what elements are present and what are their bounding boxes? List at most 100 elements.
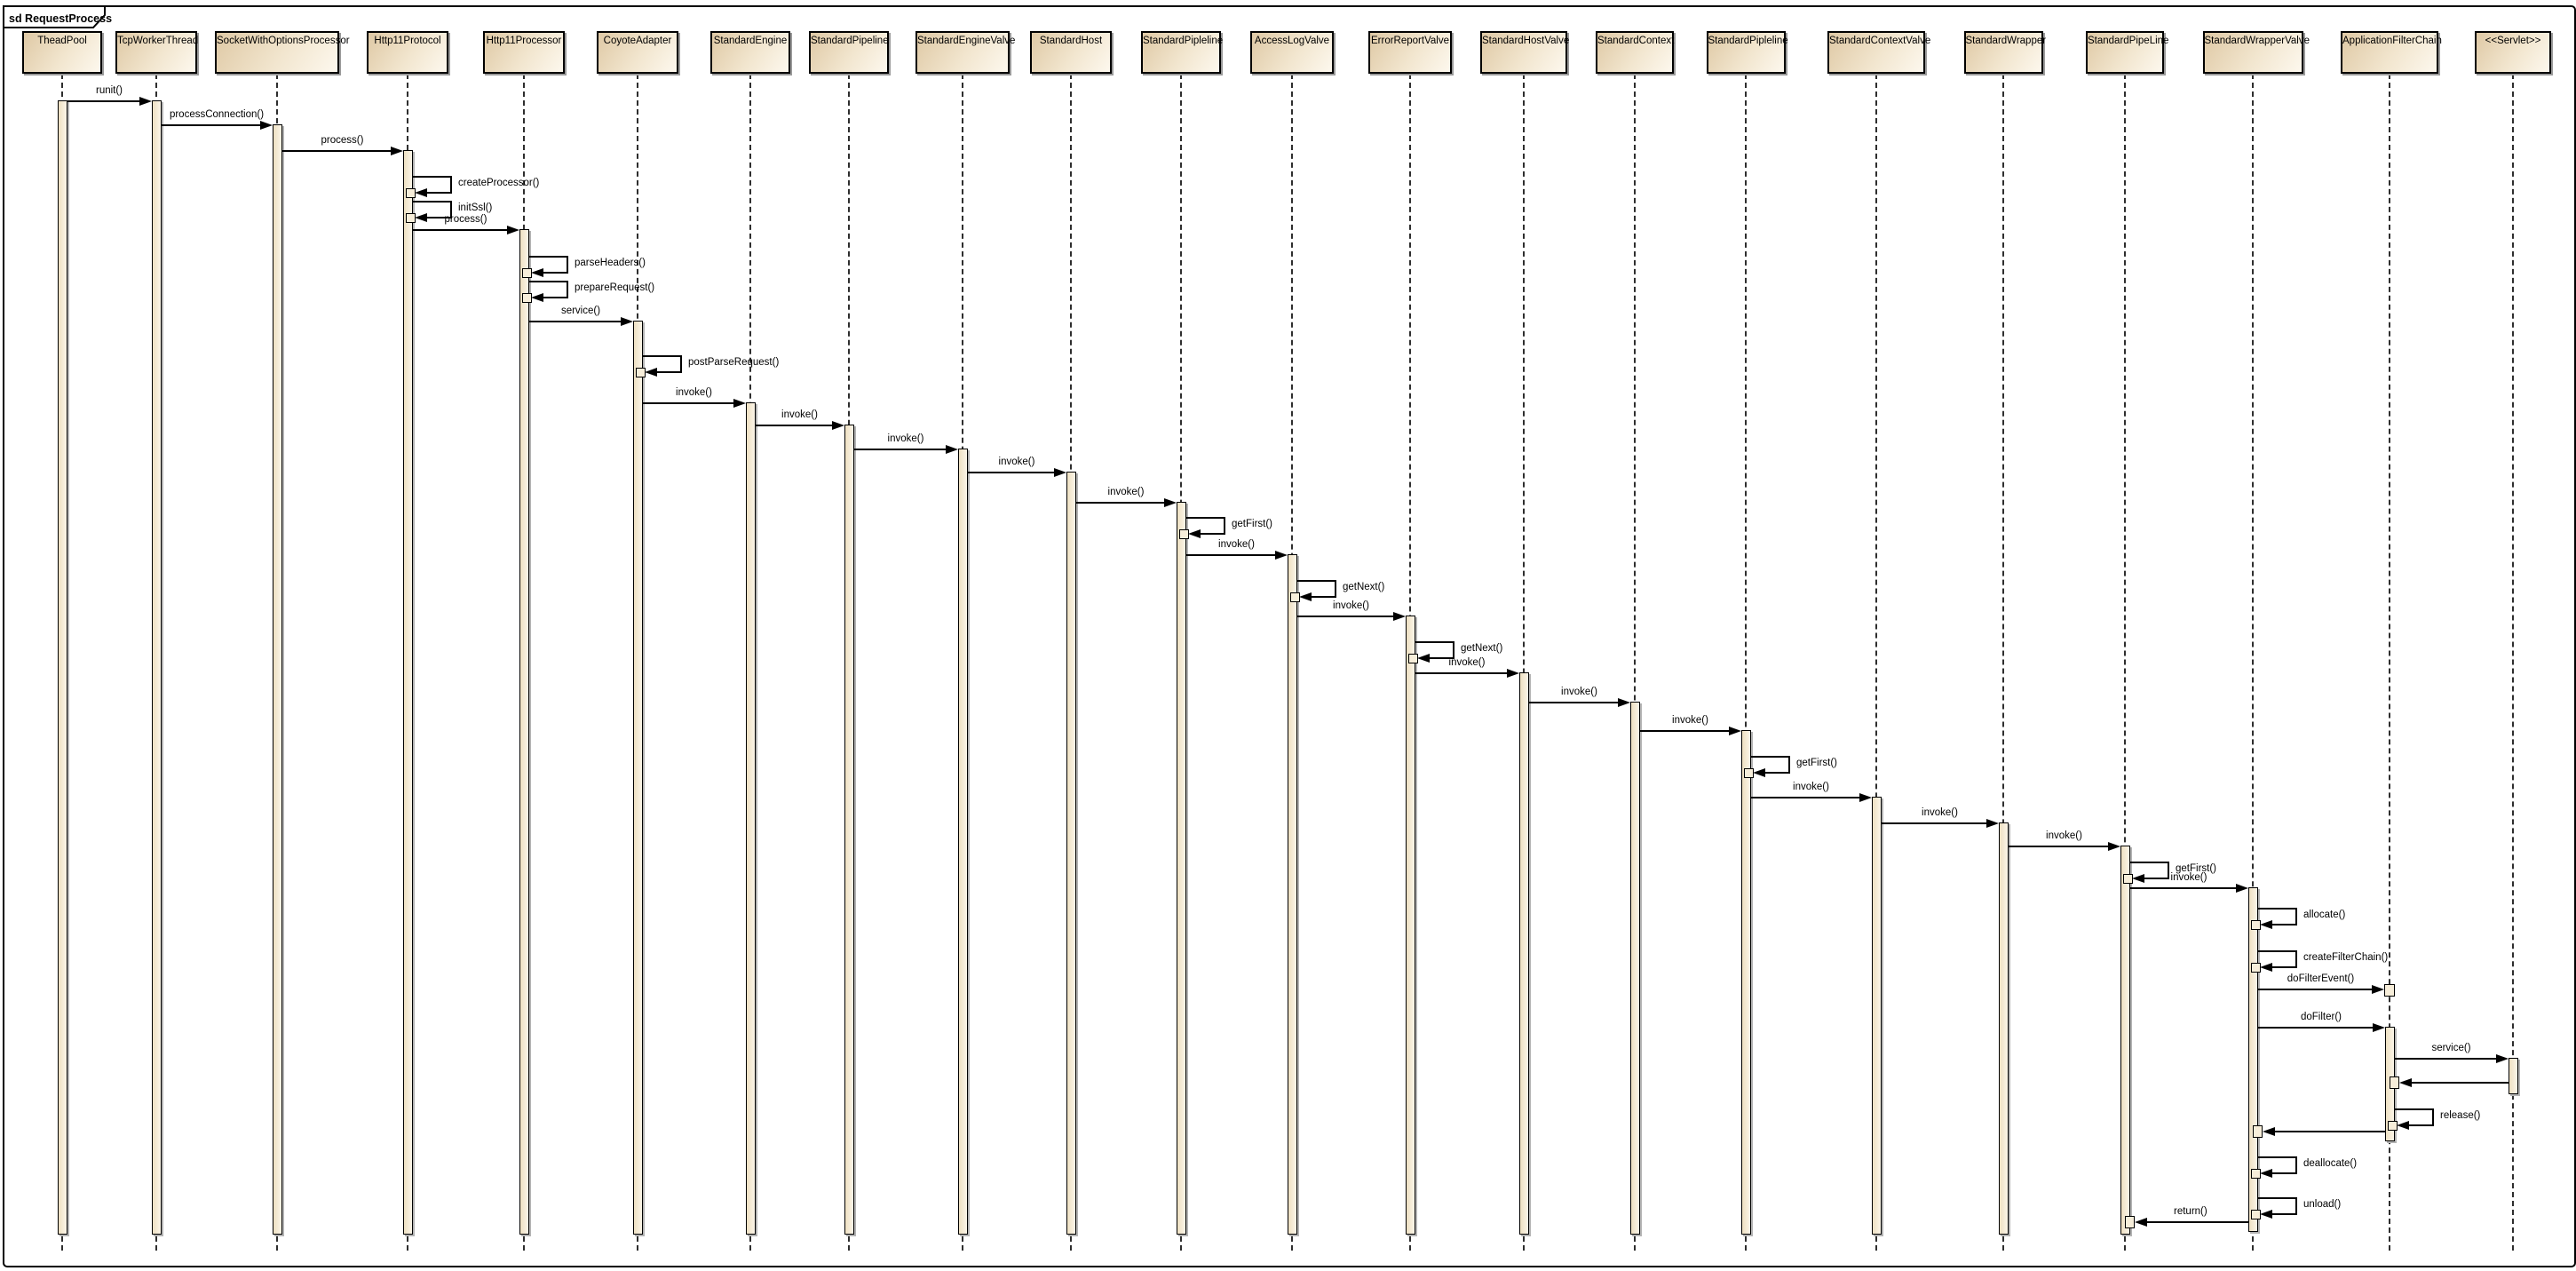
activation-bar [1630, 702, 1640, 1235]
message-label: process() [321, 135, 364, 146]
lifeline-head: Http11Protocol [367, 31, 448, 74]
message-arrowhead-icon [2397, 1121, 2409, 1130]
message-label: invoke() [1333, 600, 1369, 611]
lifeline-head: CoyoteAdapter [597, 31, 678, 74]
lifeline-dash [1523, 74, 1525, 1251]
message-label: allocate() [2303, 910, 2346, 920]
lifeline-head: StandardContextValve [1827, 31, 1930, 74]
nested-activation-box [2384, 984, 2395, 997]
message-label: prepareRequest() [575, 282, 655, 293]
message-label: invoke() [1218, 539, 1255, 550]
lifeline-head: TheadPool [22, 31, 102, 74]
message-line [1528, 702, 1620, 703]
message-line [1750, 797, 1861, 798]
activation-bar [273, 124, 282, 1235]
message-label: getFirst() [1796, 758, 1837, 768]
self-loop-segment [656, 371, 682, 373]
message-line [1415, 672, 1509, 674]
message-label: runit() [95, 85, 123, 96]
self-loop-segment [1750, 756, 1790, 758]
message-label: processConnection() [169, 109, 265, 120]
lifeline-dash [2512, 74, 2514, 1251]
nested-activation-box [2388, 1121, 2398, 1131]
message-label: doFilterEvent() [2287, 973, 2355, 984]
message-arrowhead-icon [1188, 529, 1201, 538]
activation-bar [403, 150, 413, 1235]
self-loop-segment [1224, 517, 1225, 535]
nested-activation-box [522, 268, 532, 278]
self-loop-segment [567, 256, 568, 274]
message-label: unload() [2303, 1199, 2342, 1210]
self-loop-segment [2168, 862, 2169, 879]
activation-bar [746, 402, 756, 1235]
message-arrowhead-icon [531, 268, 543, 277]
lifeline-head: StandardPipleline [1141, 31, 1223, 74]
message-label: postParseRequest() [688, 357, 780, 368]
nested-activation-box [1744, 768, 1754, 778]
self-loop-segment [1415, 641, 1454, 643]
lifeline-dash [1634, 74, 1636, 1251]
activation-bar [58, 100, 67, 1235]
nested-activation-box [636, 368, 646, 377]
self-loop-segment [2394, 1108, 2434, 1110]
activation-bar [1741, 730, 1751, 1235]
activation-bar [1177, 502, 1186, 1235]
message-arrowhead-icon [415, 213, 427, 222]
self-loop-segment [2257, 950, 2297, 952]
message-label: initSsl() [458, 203, 493, 213]
activation-bar [519, 229, 529, 1235]
message-label: parseHeaders() [575, 258, 646, 268]
self-loop-segment [2295, 908, 2297, 925]
frame-title-tab: sd RequestProcess [3, 5, 112, 28]
lifeline-head: StandardEngineValve [915, 31, 1015, 74]
lifeline-dash [2124, 74, 2126, 1251]
self-loop-segment [1429, 657, 1454, 659]
frame-title-tab-shape [3, 5, 106, 28]
message-arrowhead-icon [1275, 551, 1288, 560]
message-arrowhead-icon [2260, 920, 2272, 929]
message-label: invoke() [1922, 807, 1958, 818]
self-loop-segment [1788, 756, 1790, 774]
lifeline-dash [2002, 74, 2004, 1251]
message-arrowhead-icon [832, 421, 844, 430]
self-loop-segment [2257, 1156, 2297, 1158]
message-arrowhead-icon [531, 293, 543, 302]
message-label: return() [2174, 1206, 2207, 1217]
activation-bar [958, 449, 968, 1235]
message-line [1075, 502, 1166, 504]
message-arrowhead-icon [1507, 669, 1519, 678]
message-label: createProcessor() [458, 178, 540, 188]
lifeline-head: StandardPipeline [809, 31, 889, 74]
activation-bar [152, 100, 162, 1235]
message-label: invoke() [1107, 487, 1145, 497]
activation-bar [1999, 822, 2009, 1235]
message-arrowhead-icon [507, 226, 519, 234]
frame-title: sd RequestProcess [9, 12, 112, 25]
message-label: release() [2440, 1110, 2481, 1121]
lifeline-head: StandardEngine [710, 31, 790, 74]
message-arrowhead-icon [2372, 985, 2384, 994]
nested-activation-box [522, 293, 532, 303]
message-label: invoke() [676, 387, 712, 398]
activation-bar [1406, 616, 1415, 1235]
lifeline-dash [2389, 74, 2390, 1251]
activation-bar [1066, 472, 1076, 1235]
self-loop-segment [543, 297, 568, 298]
lifeline-head: StandardWrapperValve [2202, 31, 2310, 74]
self-loop-segment [567, 281, 568, 298]
activation-bar [1872, 797, 1882, 1235]
message-arrowhead-icon [1393, 612, 1406, 621]
self-loop-segment [543, 272, 568, 274]
self-loop-segment [680, 355, 682, 373]
self-loop-segment [2271, 966, 2297, 968]
message-line [412, 229, 509, 231]
lifeline-dash [1745, 74, 1747, 1251]
nested-activation-box [2251, 1210, 2261, 1219]
nested-activation-box [2251, 920, 2261, 930]
self-loop-segment [2295, 1156, 2297, 1174]
lifeline-head: SocketWithOptionsProcessor [215, 31, 350, 74]
message-line [281, 150, 392, 152]
lifeline-head: <<Servlet>> [2475, 31, 2551, 74]
message-label: invoke() [781, 409, 818, 420]
lifeline-head: StandardWrapper [1963, 31, 2046, 74]
